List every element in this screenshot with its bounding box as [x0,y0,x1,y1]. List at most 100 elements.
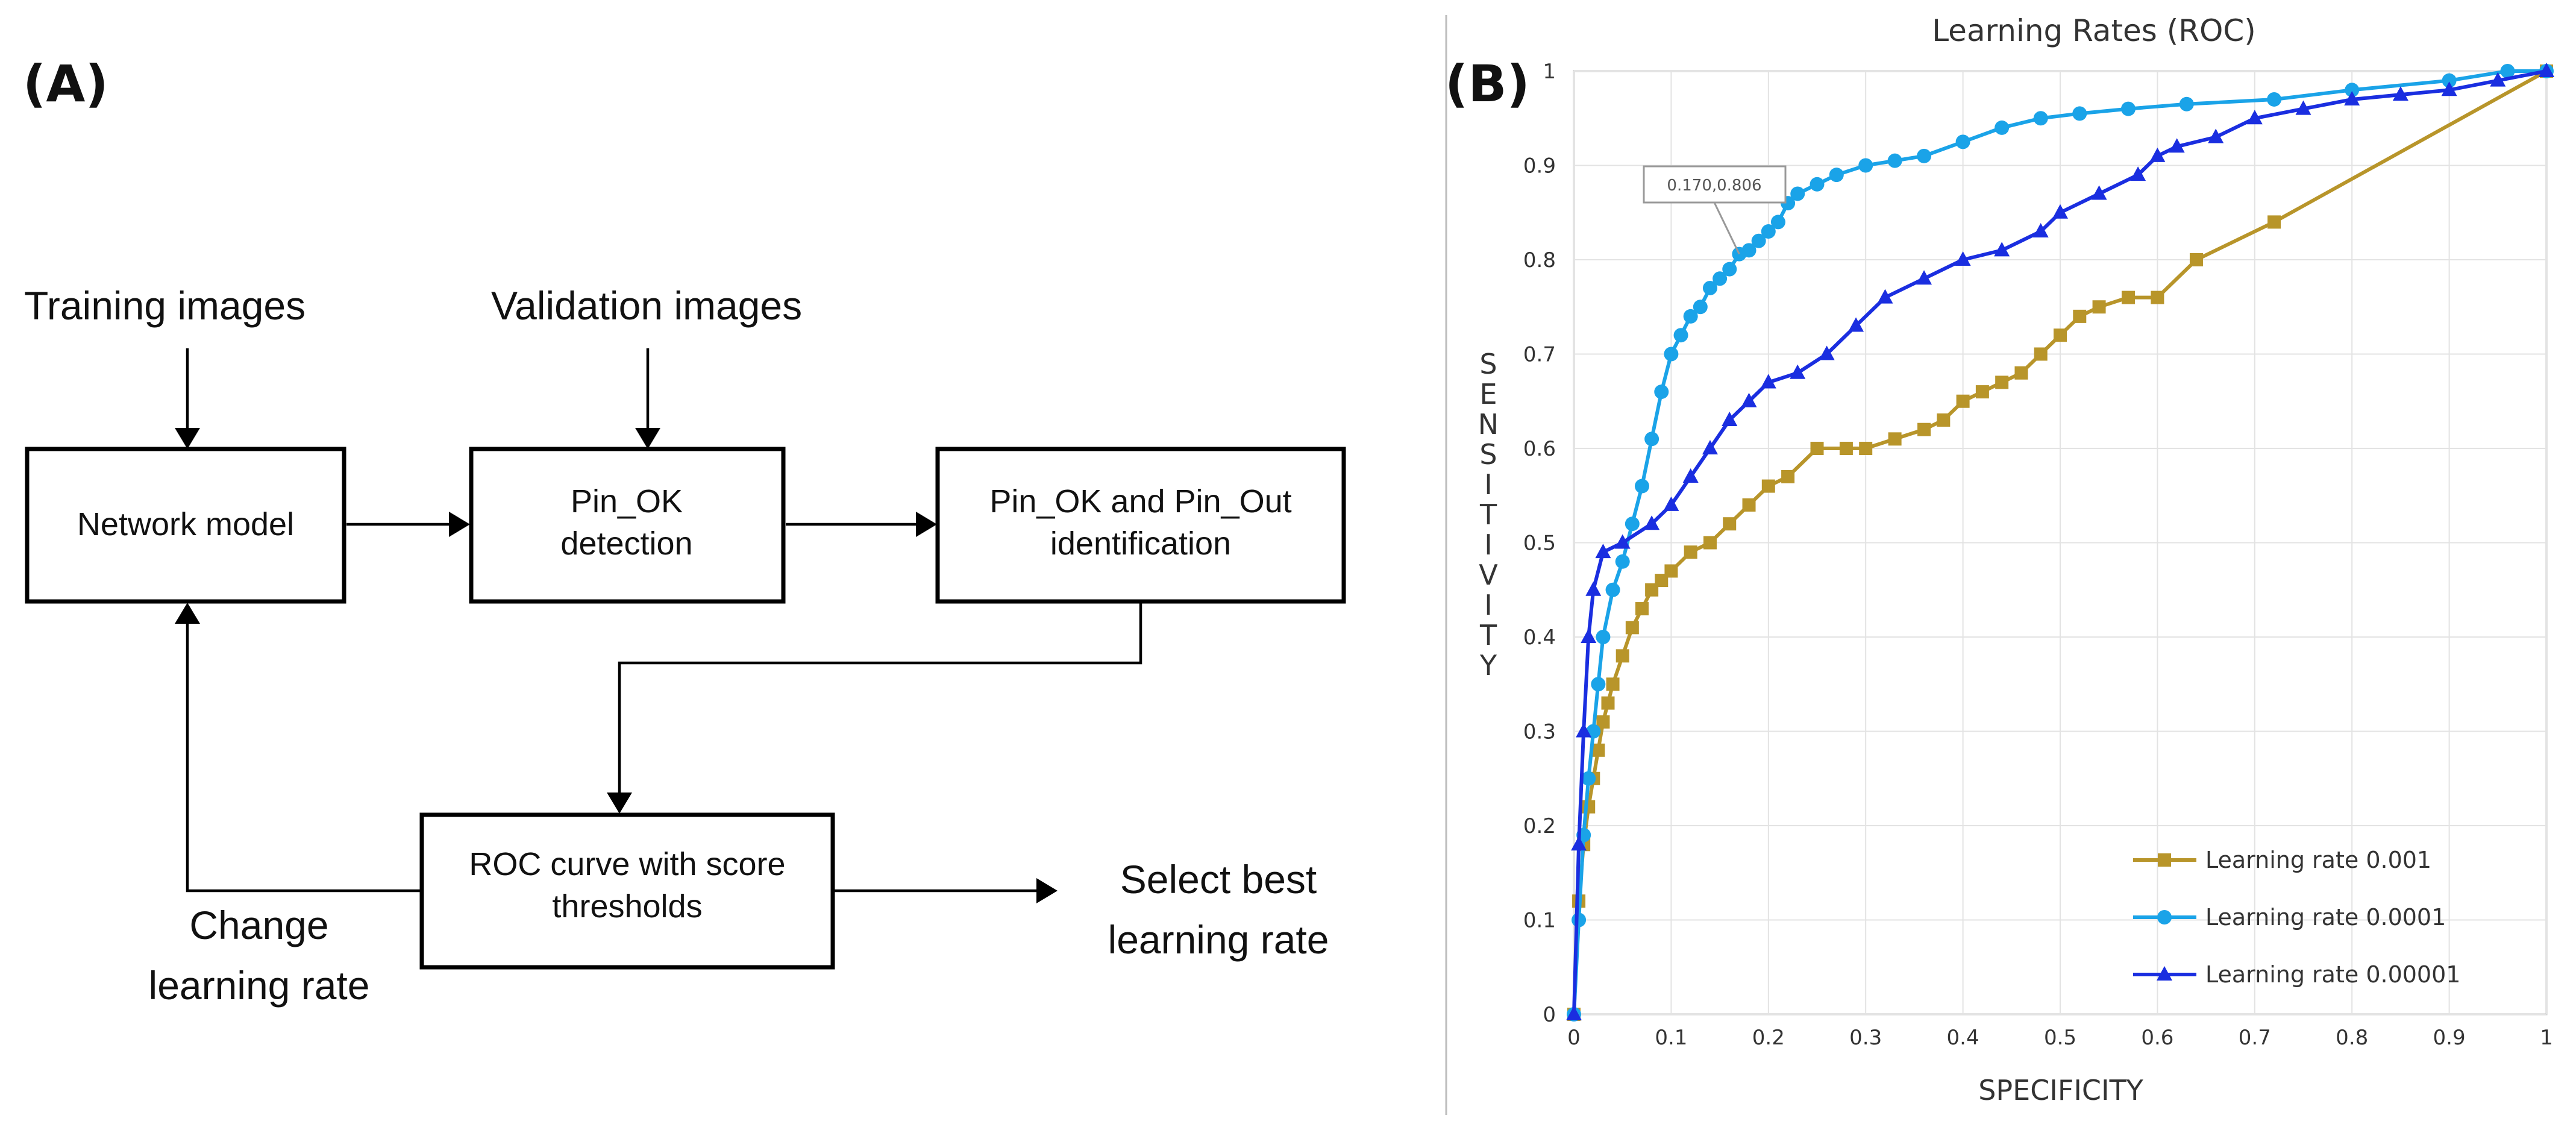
data-point-triangle [2295,100,2311,115]
x-axis-title: SPECIFICITY [1978,1074,2143,1106]
data-point-triangle [1614,534,1631,549]
data-point-square [1703,536,1717,550]
data-point-square [1606,677,1620,691]
data-point-triangle [1581,629,1597,643]
data-point-square [2189,253,2203,266]
data-point-circle [1615,554,1630,569]
data-point-square [2121,290,2135,304]
x-tick-label: 0.1 [1655,1026,1687,1050]
x-tick-label: 0 [1567,1026,1581,1050]
data-point-square [1601,696,1615,710]
data-point-square [1615,649,1629,663]
data-point-square [2073,309,2087,323]
data-point-square [2054,328,2067,342]
y-axis-title-letter: T [1479,619,1497,651]
y-axis-title-letter: S [1479,348,1497,380]
data-point-triangle [1722,412,1738,427]
data-point-circle [1702,280,1717,295]
data-point-triangle [1955,251,1971,266]
y-tick-label: 0 [1543,1003,1556,1027]
box-identification [935,447,1346,604]
arrowhead-icon [916,512,937,537]
output-label-1: Select best [1120,857,1317,902]
y-axis-title-letter: V [1479,559,1498,591]
data-point-circle [2157,910,2172,924]
data-point-square [1596,715,1610,729]
arrowhead-icon [607,793,632,814]
x-tick-label: 0.8 [2336,1026,2368,1050]
arrowhead-icon [449,512,470,537]
legend-label: Learning rate 0.001 [2205,847,2431,873]
arrowhead-icon [175,428,200,449]
input-validation-label: Validation images [491,283,802,328]
series-layer [1566,63,2554,1022]
data-point-triangle [1790,364,1806,379]
arrowhead-icon [1036,878,1058,903]
annotation-leader [1713,202,1740,255]
data-point-circle [1683,309,1698,324]
data-point-triangle [1819,345,1835,360]
data-point-triangle [1877,289,1893,304]
y-tick-label: 0.6 [1523,437,1556,461]
data-point-circle [2345,83,2360,98]
data-point-square [1591,743,1605,757]
box-network-model-text: Network model [77,506,294,542]
data-point-triangle [1566,1006,1582,1020]
y-tick-labels: 0 0.1 0.2 0.3 0.4 0.5 0.6 0.7 0.8 0.9 1 [1523,60,1556,1027]
x-tick-label: 1 [2540,1026,2553,1050]
data-point-square [1888,432,1902,446]
feedback-label-1: Change [189,903,328,947]
data-point-square [1995,375,2009,389]
legend-label: Learning rate 0.00001 [2205,961,2460,988]
data-point-square [2092,300,2106,314]
data-point-triangle [2052,204,2068,219]
data-point-circle [1625,516,1640,532]
data-point-circle [2500,64,2515,78]
y-tick-label: 0.4 [1523,626,1556,650]
data-point-square [1742,498,1756,512]
data-point-circle [1741,243,1757,258]
feedback-label-2: learning rate [149,963,370,1008]
data-point-triangle [1760,374,1776,389]
data-point-triangle [1644,515,1660,530]
data-point-triangle [1576,723,1592,738]
box-pin-ok-detection-text-1: Pin_OK [571,483,683,519]
data-point-triangle [1663,496,1679,511]
panel-a: (A) Training images Validation images Ne… [23,54,1346,1008]
box-pin-ok-detection-text-2: detection [560,526,692,562]
data-point-square [1781,469,1795,483]
data-point-square [1684,545,1697,559]
box-identification-text-2: identification [1050,526,1231,562]
arrowhead-icon [175,603,200,624]
data-point-circle [2267,92,2282,107]
data-point-triangle [1595,544,1611,559]
arrowhead-icon [635,428,660,449]
data-point-circle [2179,96,2194,111]
x-tick-label: 0.5 [2044,1026,2076,1050]
x-tick-labels: 0 0.1 0.2 0.3 0.4 0.5 0.6 0.7 0.8 0.9 1 [1567,1026,2553,1050]
y-tick-label: 0.2 [1523,814,1556,838]
data-point-circle [1790,186,1805,201]
data-point-circle [1955,134,1970,149]
data-point-circle [1693,300,1708,315]
box-roc-curve-text-1: ROC curve with score [469,846,785,882]
data-point-square [2267,215,2281,229]
data-point-triangle [2246,110,2263,125]
arrow-identification-to-roc [618,603,1142,805]
data-point-circle [1591,677,1606,692]
box-identification-text-1: Pin_OK and Pin_Out [989,483,1291,519]
data-point-circle [2072,106,2087,121]
data-point-square [1975,385,1989,399]
data-point-circle [1761,224,1776,239]
data-point-triangle [2539,63,2554,77]
data-point-triangle [2344,90,2360,105]
panel-b-label: (B) [1445,54,1530,113]
y-tick-label: 0.5 [1523,532,1556,556]
data-point-triangle [1916,270,1932,285]
data-point-triangle [2130,166,2146,181]
x-tick-label: 0.4 [1947,1026,1979,1050]
data-point-triangle [1848,317,1864,332]
data-point-circle [1673,328,1688,343]
y-tick-label: 0.1 [1523,909,1556,933]
